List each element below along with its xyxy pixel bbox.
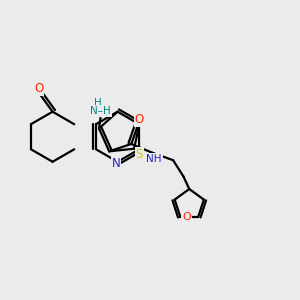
Text: S: S	[136, 148, 143, 160]
Text: NH: NH	[146, 154, 162, 164]
Text: N: N	[112, 157, 121, 170]
Text: N–H: N–H	[90, 106, 111, 116]
Text: O: O	[135, 113, 144, 126]
Text: H: H	[94, 98, 101, 108]
Text: O: O	[34, 82, 44, 95]
Text: O: O	[182, 212, 191, 222]
